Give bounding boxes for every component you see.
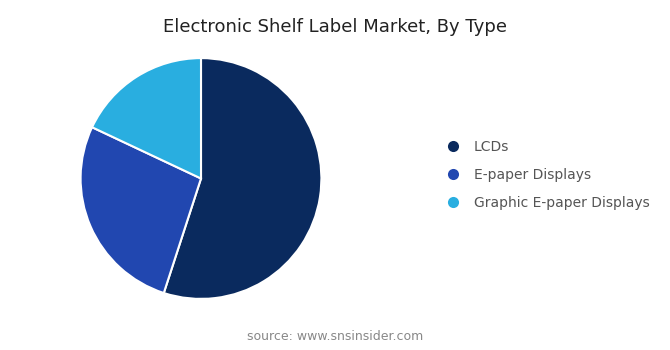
Text: source: www.snsinsider.com: source: www.snsinsider.com — [247, 330, 423, 343]
Text: Electronic Shelf Label Market, By Type: Electronic Shelf Label Market, By Type — [163, 18, 507, 35]
Legend: LCDs, E-paper Displays, Graphic E-paper Displays: LCDs, E-paper Displays, Graphic E-paper … — [432, 133, 657, 217]
Wedge shape — [92, 58, 201, 178]
Wedge shape — [163, 58, 322, 299]
Wedge shape — [80, 127, 201, 293]
